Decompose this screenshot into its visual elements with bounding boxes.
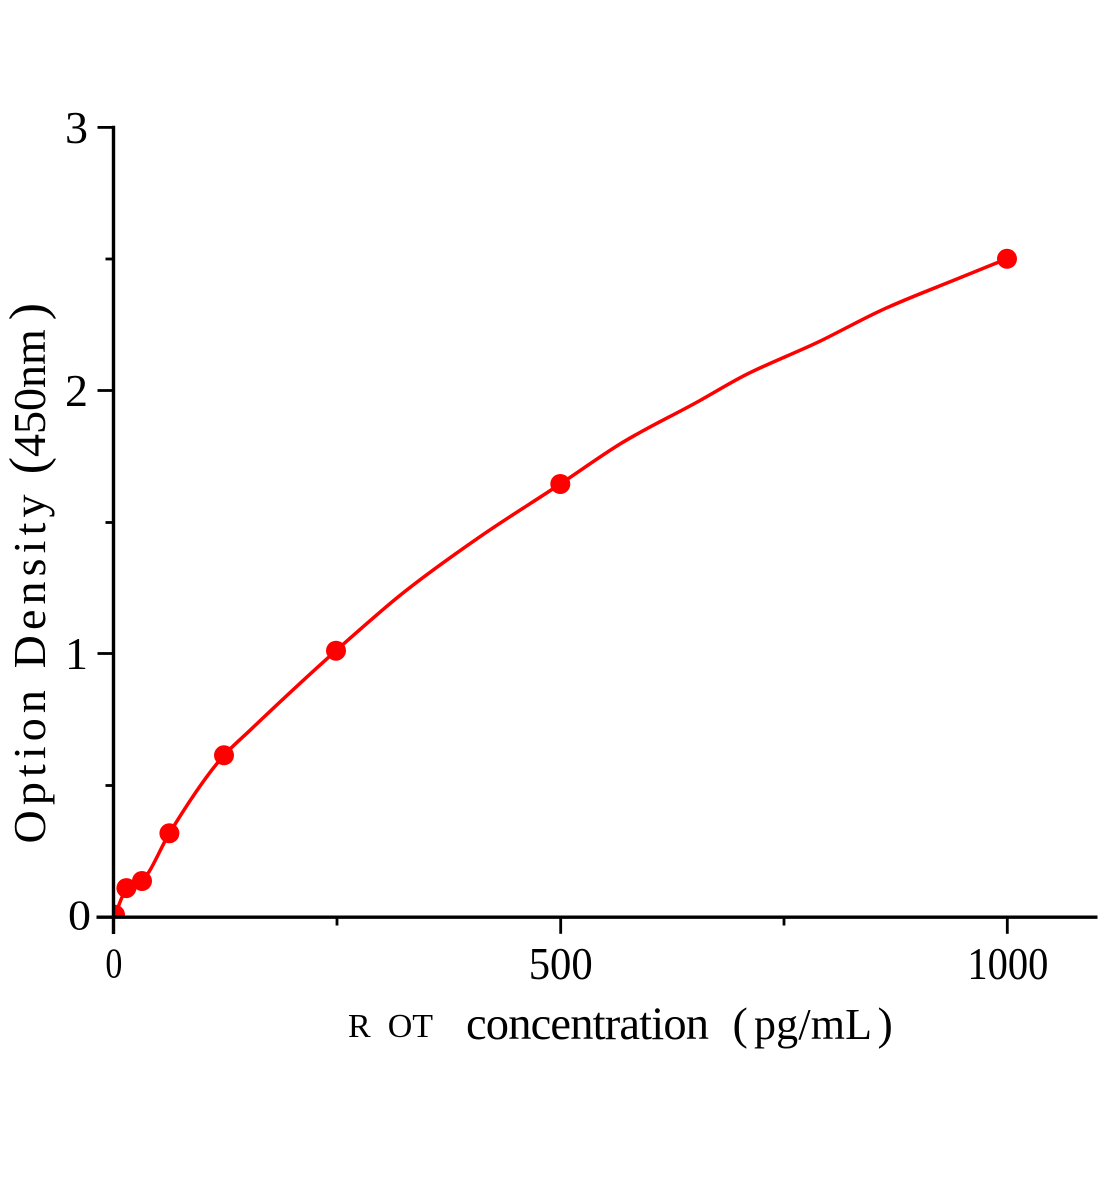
svg-text:0: 0 — [105, 942, 122, 988]
svg-text:(450nm): (450nm) — [0, 303, 57, 474]
svg-text:pg/mL: pg/mL — [754, 1000, 872, 1049]
svg-text:): ) — [878, 998, 893, 1049]
svg-text:0: 0 — [68, 894, 91, 940]
svg-text:500: 500 — [529, 938, 593, 989]
svg-text:Option Density: Option Density — [4, 495, 55, 844]
svg-text:1000: 1000 — [967, 938, 1048, 989]
svg-text:1: 1 — [65, 628, 88, 679]
svg-text:3: 3 — [65, 102, 88, 153]
svg-text:concentration: concentration — [466, 999, 709, 1050]
svg-text:ROT: R OT — [348, 1008, 433, 1045]
svg-text:(: ( — [733, 998, 748, 1049]
svg-text:2: 2 — [65, 365, 88, 416]
